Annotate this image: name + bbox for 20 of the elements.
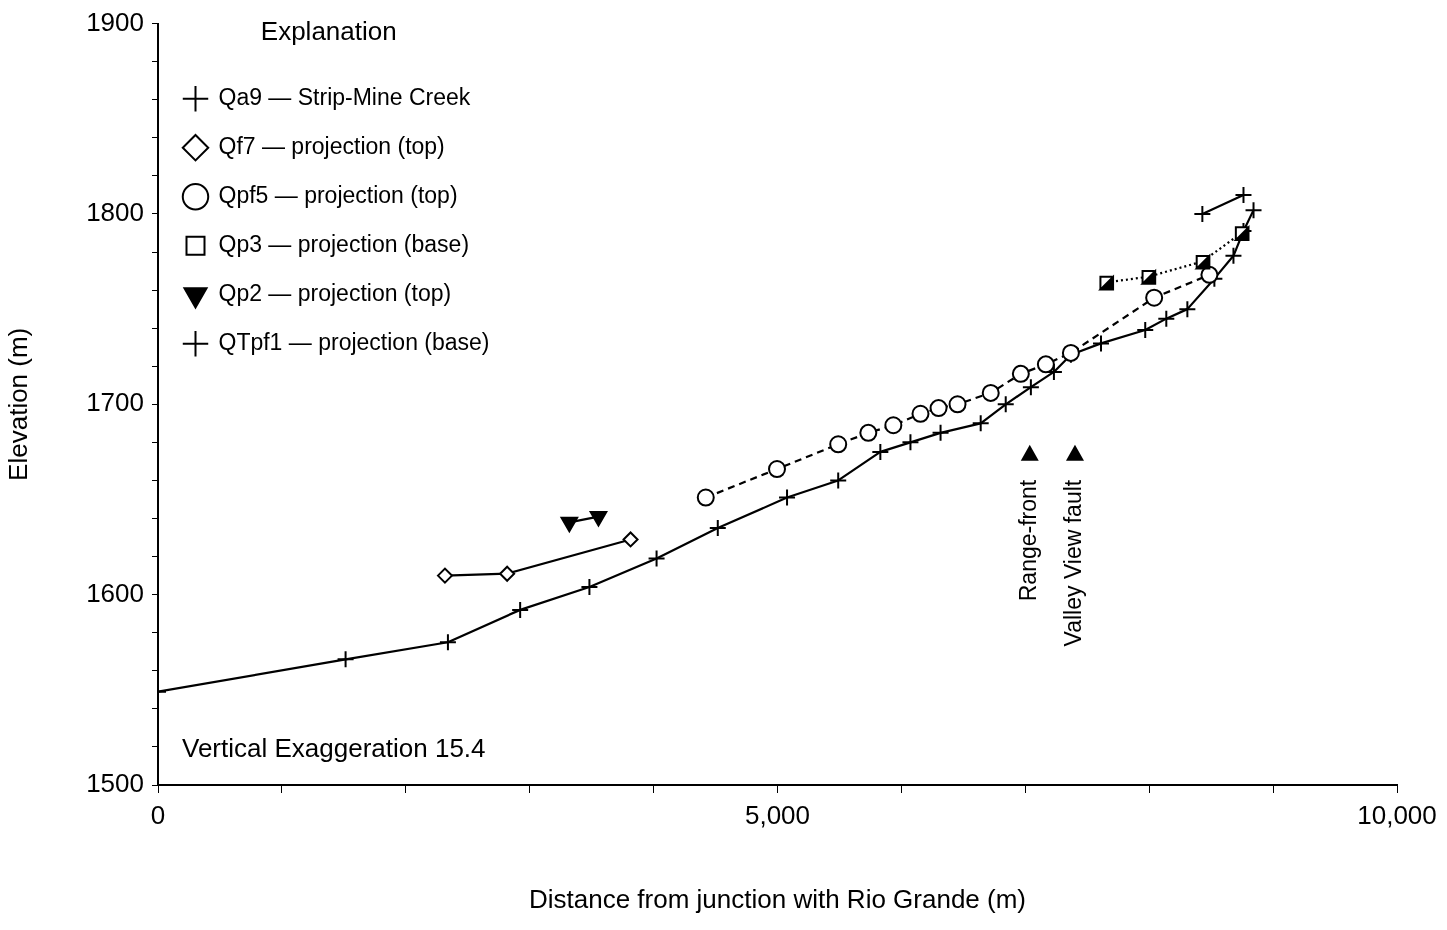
legend-label: Qp2 — projection (top)	[218, 280, 452, 307]
y-axis-title: Elevation (m)	[2, 327, 33, 481]
x-tick-label: 10,000	[1357, 799, 1437, 830]
annotation: Range-front	[1015, 479, 1042, 602]
y-tick-label: 1600	[86, 577, 144, 608]
legend-label: Qf7 — projection (top)	[218, 133, 445, 160]
legend-label: Qp3 — projection (base)	[218, 231, 470, 258]
legend-label: QTpf1 — projection (base)	[218, 329, 490, 356]
y-tick-label: 1700	[86, 387, 144, 418]
x-axis-title: Distance from junction with Rio Grande (m)	[528, 883, 1027, 914]
legend-label: Qpf5 — projection (top)	[218, 182, 458, 209]
x-tick-label: 5,000	[744, 799, 811, 830]
y-tick-label: 1500	[86, 768, 144, 799]
y-tick-label: 1900	[86, 6, 144, 37]
annotation: Vertical Exaggeration 15.4	[182, 733, 486, 763]
legend-label: Qa9 — Strip-Mine Creek	[218, 84, 471, 111]
y-tick-label: 1800	[86, 197, 144, 228]
annotation: Valley View fault	[1060, 479, 1087, 647]
x-tick-label: 0	[150, 799, 166, 830]
legend-title: Explanation	[260, 16, 397, 47]
